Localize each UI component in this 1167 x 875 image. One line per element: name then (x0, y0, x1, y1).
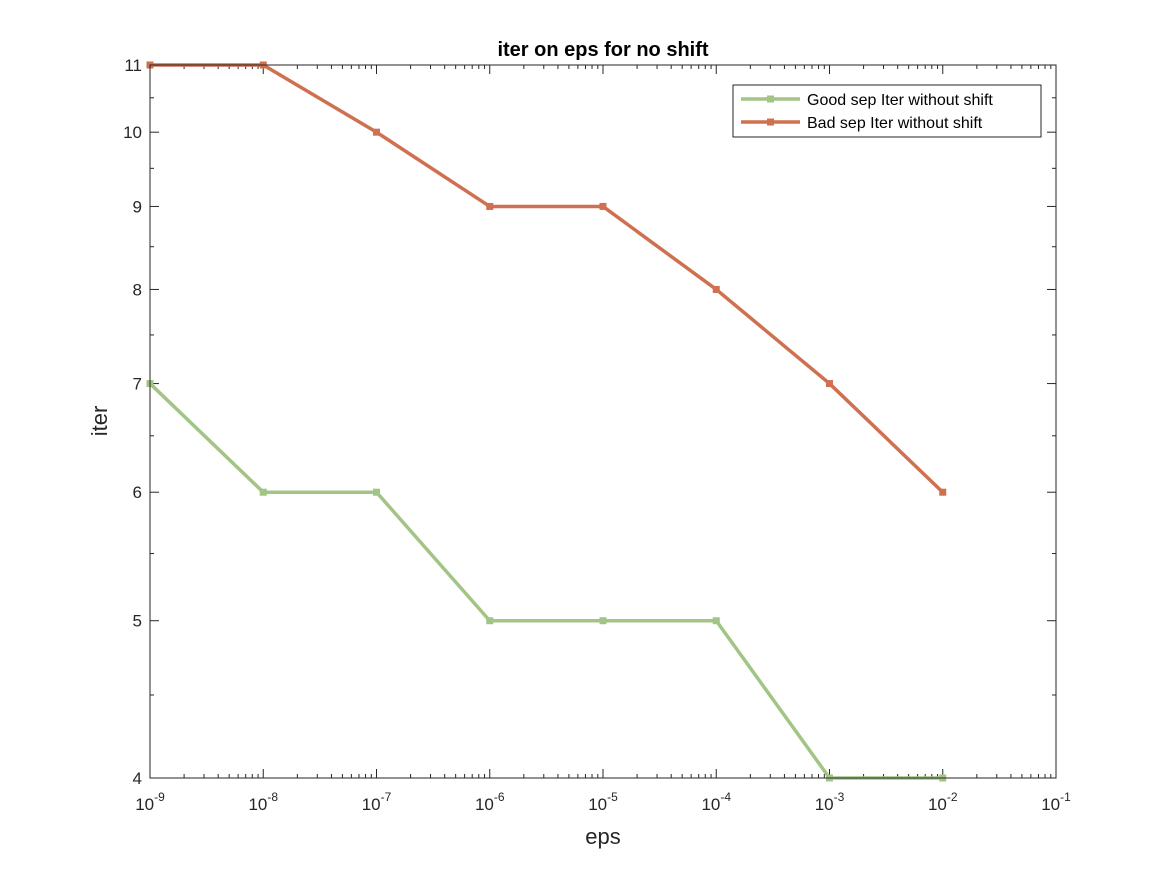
series-2-point (712, 285, 720, 293)
plot-frame (149, 64, 1057, 779)
chart-title: iter on eps for no shift (497, 39, 708, 61)
series-1-point (259, 488, 267, 496)
y-tick-label: 8 (133, 280, 142, 299)
x-tick-label: 10-2 (928, 790, 958, 814)
series-1-point (486, 617, 494, 625)
y-tick-label: 11 (124, 56, 142, 75)
x-tick-label: 10-3 (815, 790, 845, 814)
x-tick-label: 10-9 (135, 790, 165, 814)
series-1-point (712, 617, 720, 625)
series-2-point (826, 380, 833, 388)
y-tick-label: 10 (123, 123, 142, 142)
minor-ticks (150, 65, 1056, 778)
x-tick-label: 10-7 (362, 790, 392, 814)
x-axis-label: eps (585, 824, 620, 849)
legend-items: Good sep Iter without shift Bad sep Iter … (741, 92, 993, 132)
series-1-point (373, 488, 380, 496)
legend-label-2: Bad sep Iter without shift (807, 115, 983, 132)
series-2-point (486, 202, 494, 210)
x-tick-label: 10-1 (1041, 790, 1071, 814)
legend: Good sep Iter without shift Bad sep Iter … (732, 84, 1042, 138)
series-2-point (599, 202, 607, 210)
y-tick-label: 6 (133, 483, 142, 502)
y-tick-label: 4 (133, 769, 142, 788)
plot-area (150, 65, 1056, 778)
y-axis-label: iter (87, 406, 112, 437)
x-tick-label: 10-8 (248, 790, 278, 814)
y-tick-label: 5 (133, 612, 142, 631)
x-tick-label: 10-6 (475, 790, 505, 814)
series-1-point (599, 617, 607, 625)
y-tick-label: 7 (133, 375, 142, 394)
y-axis-ticks: 4 5 6 7 8 9 10 11 (123, 56, 1056, 788)
series-line-1 (148, 382, 943, 780)
series-line-2 (150, 63, 944, 494)
legend-box (732, 84, 1042, 138)
legend-marker-2 (767, 118, 774, 126)
series-2-point (939, 488, 947, 496)
x-tick-label: 10-5 (588, 790, 618, 814)
legend-marker-1 (767, 95, 774, 103)
y-tick-label: 9 (133, 197, 142, 216)
series-2-point (373, 128, 380, 136)
x-tick-label: 10-4 (701, 790, 731, 814)
legend-label-1: Good sep Iter without shift (807, 92, 993, 109)
